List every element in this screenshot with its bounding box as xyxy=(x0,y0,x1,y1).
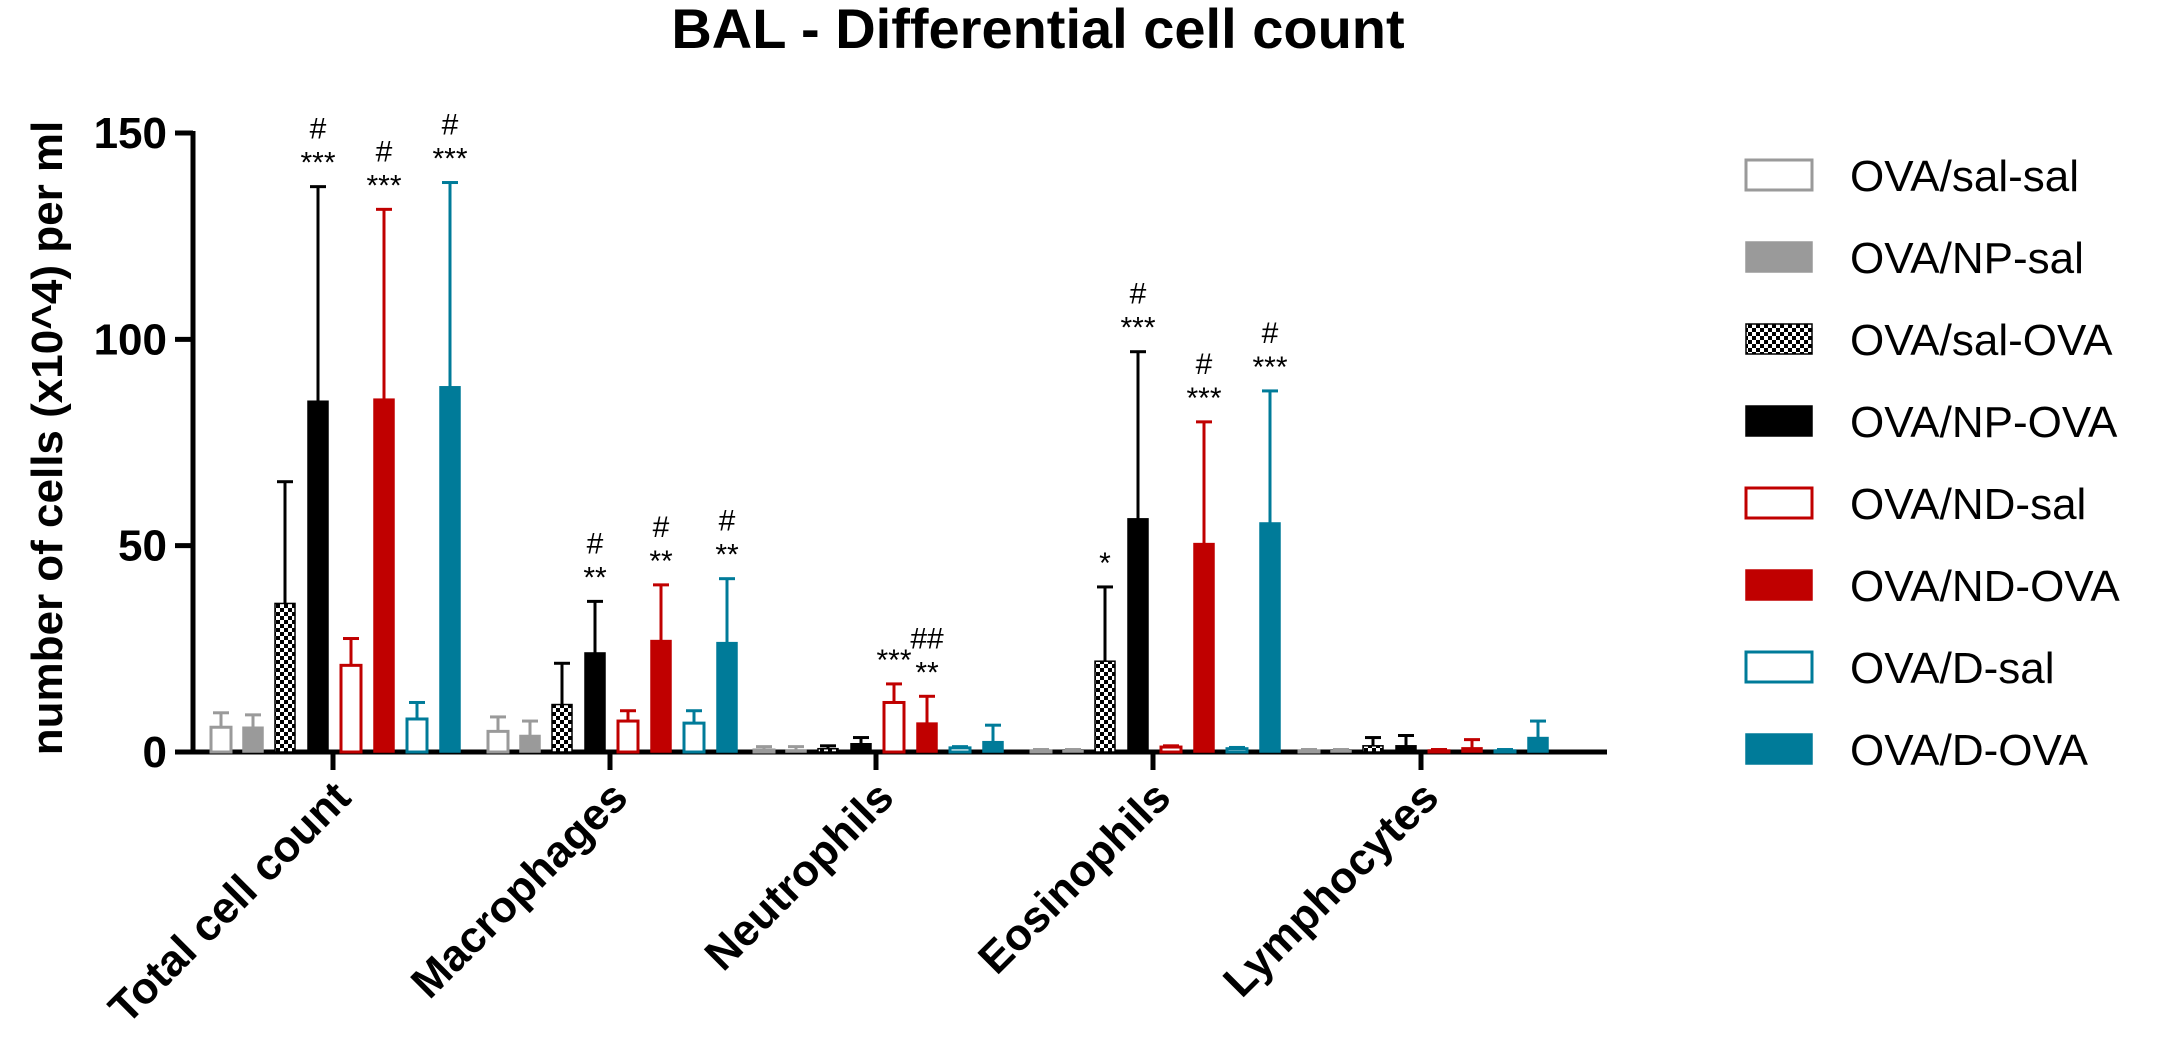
x-tick-labels: Total cell count Macrophages Neutrophils Eo… xyxy=(100,772,1449,1033)
significance-label: ** xyxy=(583,561,607,594)
bar xyxy=(752,748,776,754)
bar xyxy=(785,749,807,753)
bar xyxy=(1493,749,1517,754)
bar xyxy=(1127,518,1149,753)
significance-label: # xyxy=(653,511,670,544)
legend-swatch xyxy=(1745,241,1813,273)
legend-swatch xyxy=(1744,158,1814,192)
bar xyxy=(242,726,264,753)
x-tick-label: Macrophages xyxy=(402,772,637,1007)
y-tick-label: 100 xyxy=(94,315,167,364)
bar xyxy=(439,386,461,753)
legend-label: OVA/D-OVA xyxy=(1850,726,2089,775)
bar xyxy=(1029,749,1053,754)
bar xyxy=(1362,745,1384,753)
bar xyxy=(486,729,510,754)
significance-label: *** xyxy=(1252,351,1287,384)
legend-label: OVA/ND-sal xyxy=(1850,480,2086,529)
bar xyxy=(584,652,606,753)
bar xyxy=(1330,750,1352,753)
significance-label: *** xyxy=(1120,312,1155,345)
bar xyxy=(817,747,839,753)
bar xyxy=(1094,660,1116,753)
legend-label: OVA/sal-OVA xyxy=(1850,316,2113,365)
annotations-group: ****#**#***#******#**#**##***#***#**#***… xyxy=(300,109,1287,690)
bar xyxy=(682,721,706,754)
bar xyxy=(1259,522,1281,753)
bar xyxy=(1427,749,1451,754)
bar xyxy=(982,740,1004,753)
bars-group xyxy=(209,181,1549,754)
bar xyxy=(916,722,938,753)
x-tick-label: Neutrophils xyxy=(696,772,904,980)
bar xyxy=(1193,542,1215,753)
significance-label: # xyxy=(376,135,393,168)
bar xyxy=(1159,745,1183,754)
significance-label: # xyxy=(719,505,736,538)
bar xyxy=(373,398,395,753)
bar xyxy=(1527,736,1549,753)
x-tick-label: Total cell count xyxy=(100,772,361,1033)
significance-label: * xyxy=(1099,547,1111,580)
legend-label: OVA/D-sal xyxy=(1850,644,2055,693)
legend-swatch xyxy=(1745,405,1813,437)
legend-swatch xyxy=(1744,486,1814,520)
legend-swatch xyxy=(1744,650,1814,684)
bar xyxy=(1461,747,1483,753)
significance-label: # xyxy=(1130,278,1147,311)
significance-label: # xyxy=(1262,317,1279,350)
legend-swatch xyxy=(1745,733,1813,765)
significance-label: *** xyxy=(300,147,335,180)
legend-swatch xyxy=(1745,569,1813,601)
significance-label: ** xyxy=(715,539,739,572)
x-tick-label: Lymphocytes xyxy=(1214,772,1448,1006)
bar xyxy=(339,663,363,754)
legend-label: OVA/ND-OVA xyxy=(1850,562,2120,611)
bar xyxy=(405,717,429,754)
chart-title: BAL - Differential cell count xyxy=(671,0,1404,60)
legend-label: OVA/sal-sal xyxy=(1850,152,2079,201)
bar xyxy=(1225,747,1249,754)
bar xyxy=(519,734,541,753)
legend-label: OVA/NP-sal xyxy=(1850,234,2084,283)
significance-label: # xyxy=(310,113,327,146)
y-tick-label: 150 xyxy=(94,109,167,158)
y-axis-label: number of cells (x10^4) per ml xyxy=(23,121,72,756)
y-tick-label: 0 xyxy=(143,728,167,777)
bar xyxy=(948,746,972,754)
bar xyxy=(551,703,573,753)
bar xyxy=(850,742,872,753)
significance-label: ## xyxy=(910,622,944,655)
significance-label: # xyxy=(1196,348,1213,381)
significance-label: ** xyxy=(915,656,939,689)
bar xyxy=(1062,750,1084,753)
bar xyxy=(716,641,738,753)
bar xyxy=(650,639,672,753)
legend-swatch xyxy=(1745,323,1813,355)
significance-label: *** xyxy=(1186,382,1221,415)
significance-label: *** xyxy=(432,143,467,176)
significance-label: *** xyxy=(366,169,401,202)
y-tick-label: 50 xyxy=(118,522,167,571)
bar xyxy=(209,725,233,754)
bar xyxy=(1297,749,1321,754)
legend-label: OVA/NP-OVA xyxy=(1850,398,2118,447)
legend: OVA/sal-sal OVA/NP-sal OVA/sal-OVA OVA/NP-O… xyxy=(1744,152,2120,775)
bar xyxy=(274,602,296,753)
bar xyxy=(882,700,906,754)
significance-label: # xyxy=(442,109,459,142)
significance-label: ** xyxy=(649,545,673,578)
significance-label: # xyxy=(587,527,604,560)
bar xyxy=(307,400,329,753)
significance-label: *** xyxy=(876,644,911,677)
bar xyxy=(616,719,640,754)
x-tick-label: Eosinophils xyxy=(969,772,1180,983)
bar xyxy=(1395,745,1417,753)
